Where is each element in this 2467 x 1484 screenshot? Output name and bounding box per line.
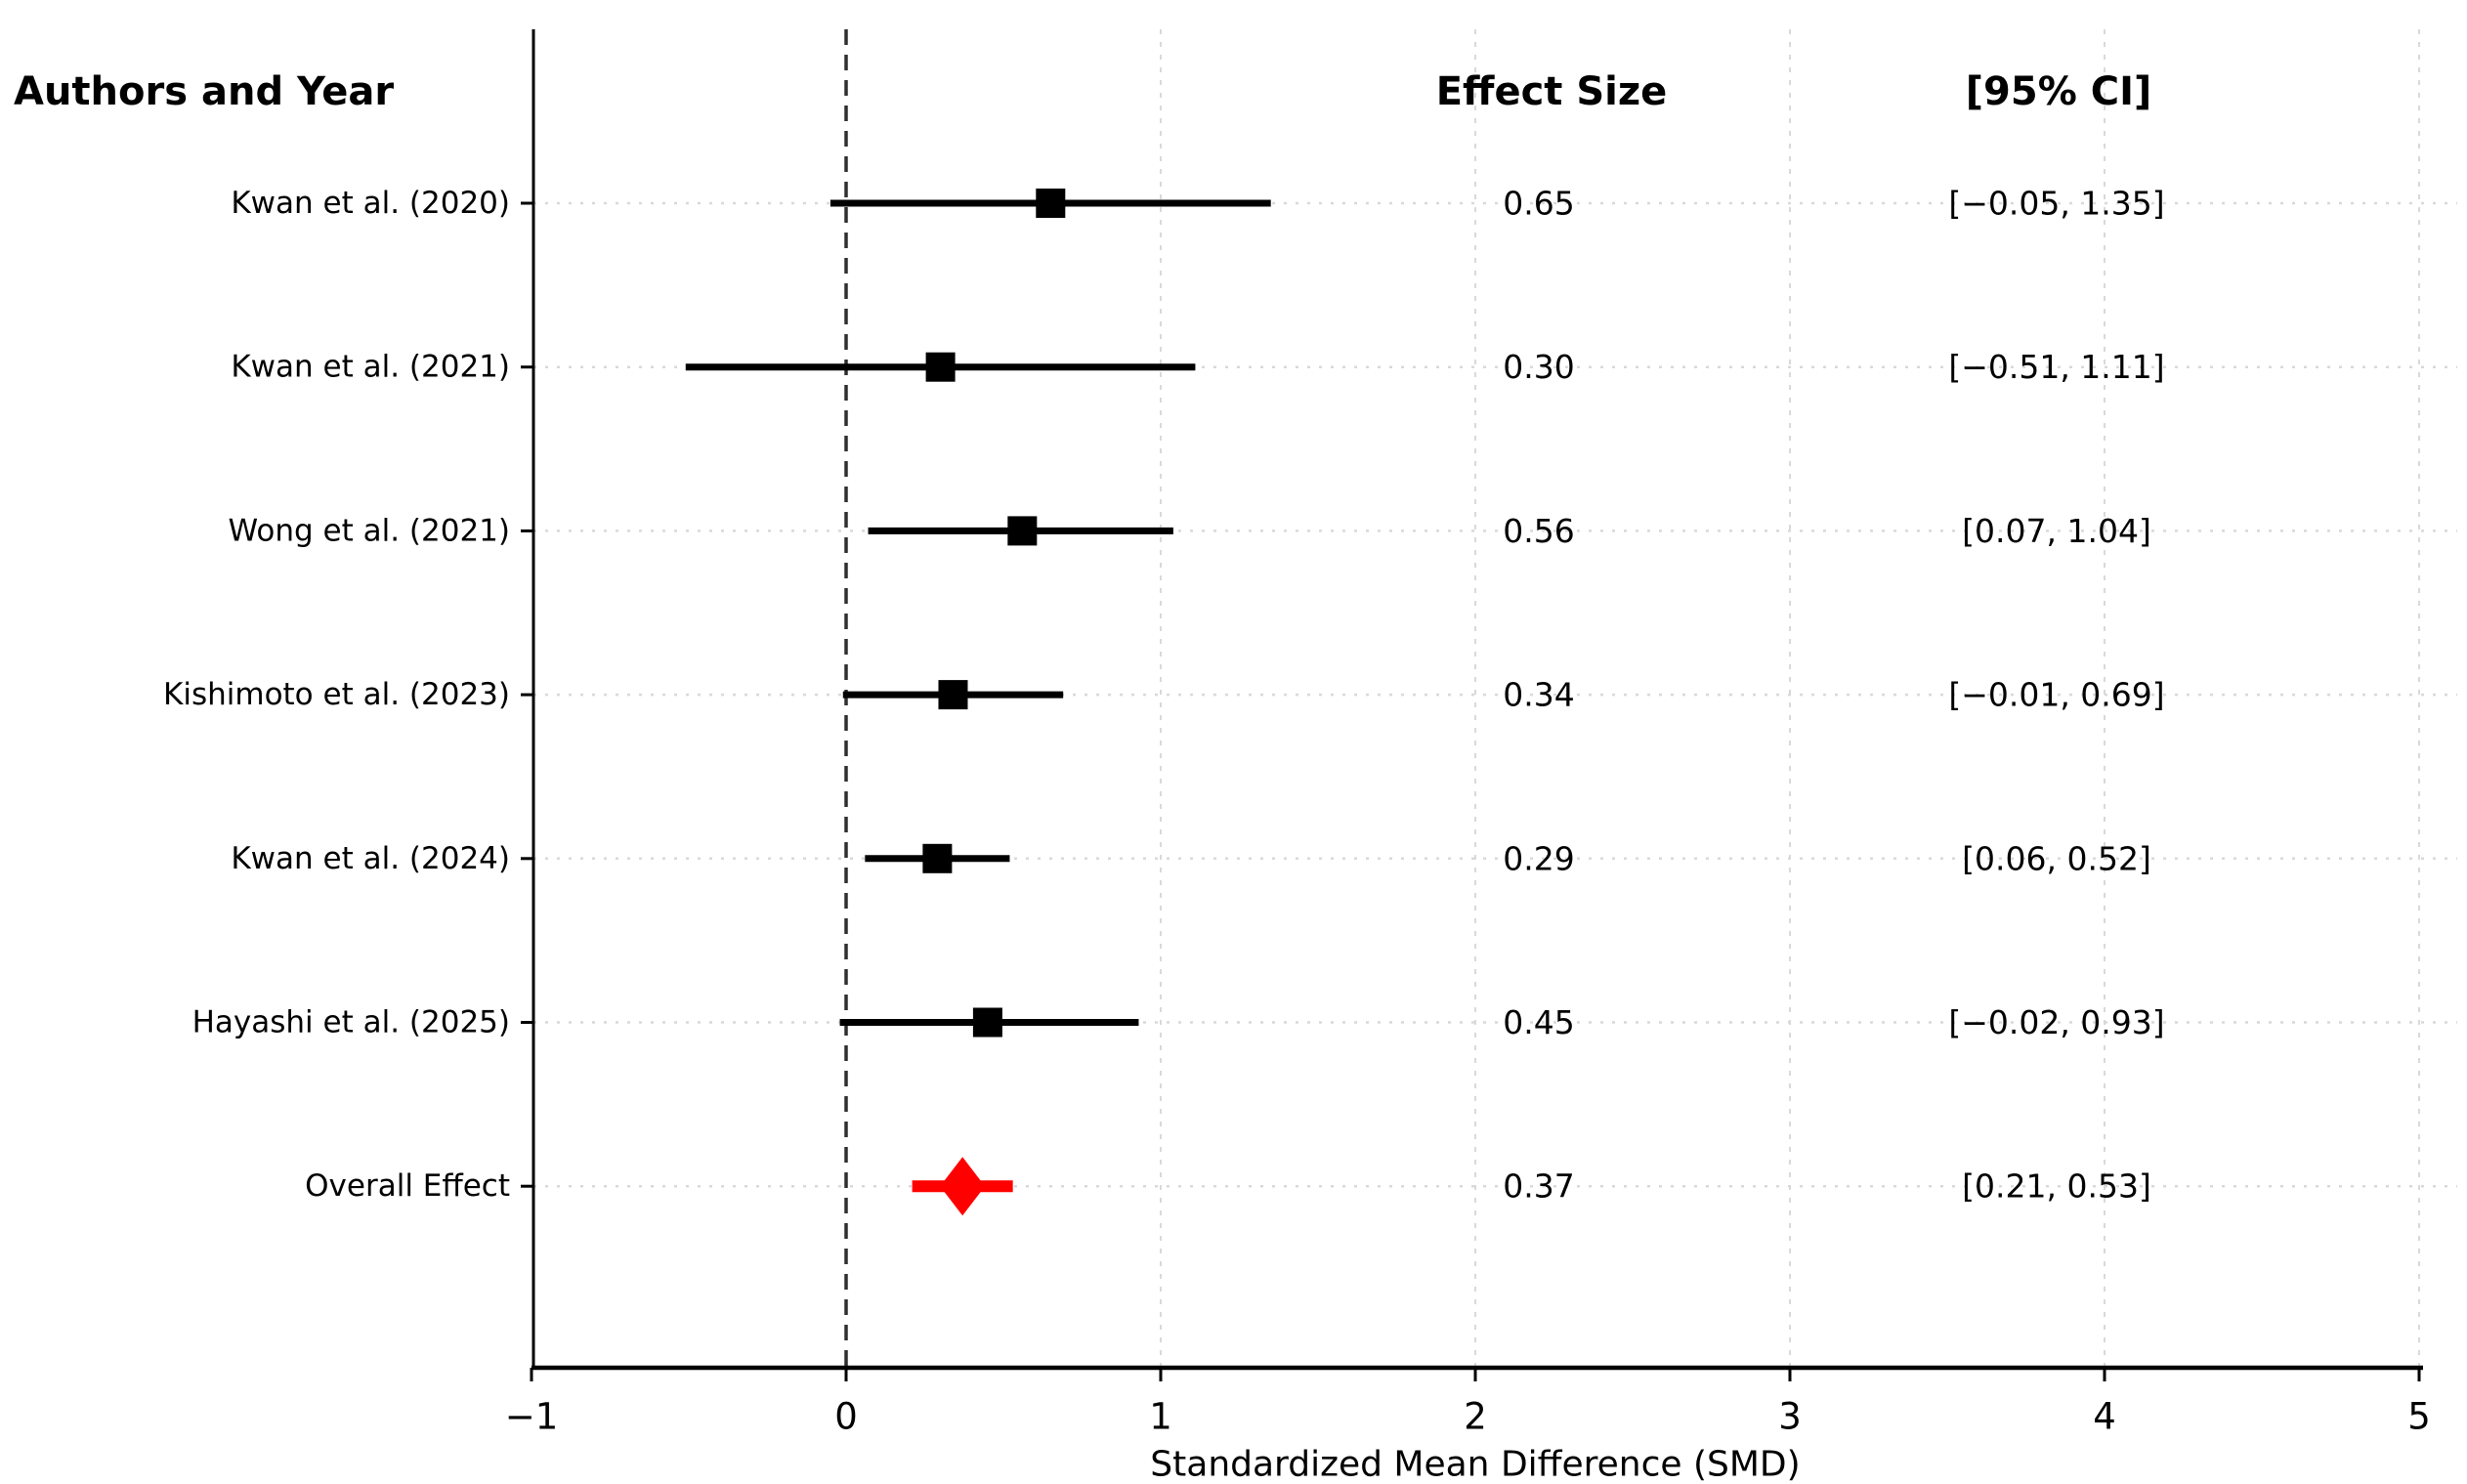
effect-square-marker xyxy=(922,843,953,873)
effect-square-marker xyxy=(972,1007,1002,1038)
ci-value: [−0.01, 0.69] xyxy=(1948,676,2164,714)
ci-value: [−0.02, 0.93] xyxy=(1948,1003,2164,1041)
effect-square-marker xyxy=(1007,516,1038,546)
effect-size-value: 0.30 xyxy=(1503,348,1574,386)
x-tick-label: 0 xyxy=(834,1396,858,1438)
effect-size-value: 0.56 xyxy=(1503,512,1574,550)
x-tick-label: 4 xyxy=(2093,1396,2116,1438)
ci-value: [0.21, 0.53] xyxy=(1962,1167,2151,1206)
effect-size-value: 0.45 xyxy=(1503,1003,1574,1041)
effect-square-marker xyxy=(925,352,956,382)
ci-column-header: [95% CI] xyxy=(1966,69,2151,114)
effect-size-value: 0.34 xyxy=(1503,676,1574,714)
ci-value: [0.06, 0.52] xyxy=(1962,839,2151,877)
x-axis-title: Standardized Mean Difference (SMD) xyxy=(1150,1445,1800,1484)
study-label: Wong et al. (2021) xyxy=(229,513,510,548)
x-tick-label: 3 xyxy=(1778,1396,1802,1438)
x-tick-label: 5 xyxy=(2407,1396,2431,1438)
effect-square-marker xyxy=(1036,189,1066,218)
study-label: Kwan et al. (2024) xyxy=(231,841,510,876)
ci-value: [0.07, 1.04] xyxy=(1962,512,2151,550)
ci-value: [−0.05, 1.35] xyxy=(1948,185,2164,223)
effect-size-value: 0.37 xyxy=(1503,1167,1574,1206)
x-tick-label: −1 xyxy=(505,1396,559,1438)
authors-column-header: Authors and Year xyxy=(14,69,394,114)
x-tick-label: 1 xyxy=(1149,1396,1172,1438)
study-label: Kishimoto et al. (2023) xyxy=(163,677,510,712)
effect-square-marker xyxy=(938,680,968,710)
x-tick-label: 2 xyxy=(1464,1396,1487,1438)
effect-size-column-header: Effect Size xyxy=(1436,69,1668,114)
study-label: Hayashi et al. (2025) xyxy=(192,1005,510,1040)
study-label: Overall Effect xyxy=(305,1168,510,1204)
overall-diamond-marker xyxy=(940,1157,986,1216)
study-label: Kwan et al. (2020) xyxy=(231,186,510,221)
study-label: Kwan et al. (2021) xyxy=(231,350,510,385)
ci-value: [−0.51, 1.11] xyxy=(1948,348,2164,386)
effect-size-value: 0.29 xyxy=(1503,839,1574,877)
effect-size-value: 0.65 xyxy=(1503,185,1574,223)
